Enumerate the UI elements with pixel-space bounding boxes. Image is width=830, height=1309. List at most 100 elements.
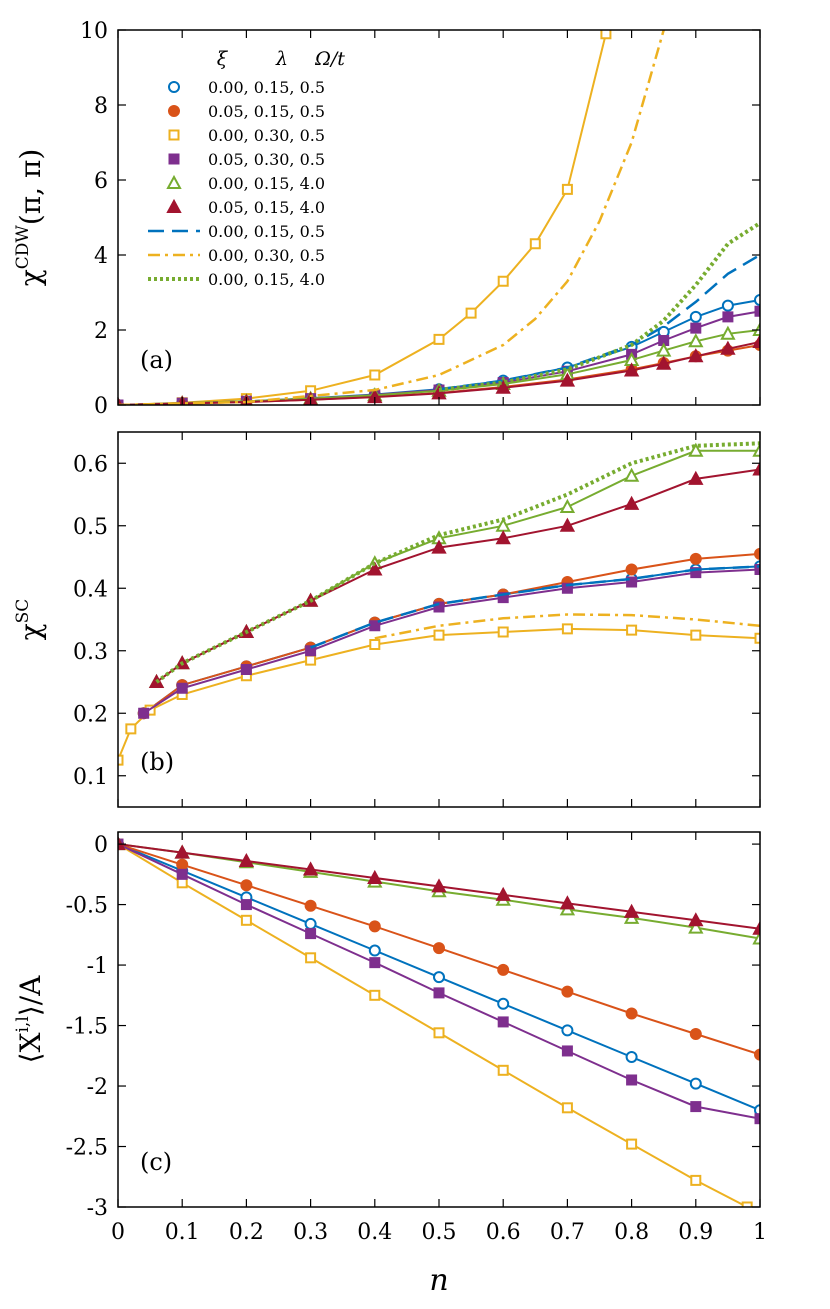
y-axis-label: χCDW(π, π) [13, 149, 47, 287]
legend-swatch [166, 198, 182, 213]
y-tick-label: -1.5 [66, 1015, 108, 1040]
data-point [125, 723, 137, 735]
data-point [495, 530, 511, 545]
data-point [497, 997, 510, 1010]
data-point [240, 879, 253, 892]
data-point [656, 342, 672, 357]
data-point [689, 552, 702, 565]
data-point [433, 333, 445, 345]
data-point [600, 30, 612, 40]
data-point [626, 624, 638, 636]
data-point [497, 963, 510, 976]
series-1-3 [138, 564, 760, 719]
data-point [431, 539, 447, 554]
data-point [625, 1007, 638, 1020]
data-point [176, 682, 188, 694]
data-point [689, 310, 702, 323]
data-point [497, 626, 509, 638]
data-point [623, 467, 640, 482]
series-line [310, 565, 760, 649]
series-line [155, 441, 760, 684]
legend-entry: 0.00, 0.30, 0.5 [208, 246, 325, 265]
data-point [433, 971, 445, 984]
legend-header: Ω/t [314, 48, 345, 70]
y-tick-label: 0.6 [73, 452, 108, 477]
y-tick-label: 0.4 [73, 577, 108, 602]
data-point [367, 869, 383, 884]
data-point [752, 333, 760, 348]
panel-label: (c) [140, 1148, 172, 1176]
data-point [754, 1113, 760, 1125]
data-point [626, 1138, 638, 1150]
panel-label: (a) [140, 346, 173, 374]
series-0-7 [118, 30, 665, 405]
data-point [752, 920, 760, 935]
data-point [754, 632, 760, 644]
y-tick-label: 0.5 [73, 515, 108, 540]
data-point [302, 861, 319, 876]
data-point [497, 592, 509, 604]
data-point [529, 238, 541, 250]
y-tick-label: 6 [94, 169, 108, 194]
data-point [433, 1027, 445, 1039]
data-point [656, 355, 672, 370]
x-tick-label: 0.5 [422, 1220, 457, 1245]
data-point [688, 912, 704, 927]
data-point [561, 582, 573, 594]
data-point [688, 919, 704, 934]
data-point [754, 305, 760, 317]
y-tick-label: -3 [87, 1196, 108, 1221]
data-point [433, 942, 445, 955]
series-0-6 [438, 253, 760, 391]
legend: ξ λ Ω/t 0.00, 0.15, 0.5 0.05, 0.15, 0.5 0.00,… [148, 48, 345, 289]
data-point [368, 920, 381, 933]
data-point [433, 987, 445, 999]
legend-swatch [168, 105, 180, 117]
x-tick-label: 0.7 [550, 1220, 585, 1245]
series-1-8 [155, 441, 760, 684]
panel-label: (b) [140, 748, 174, 776]
data-point [690, 1101, 702, 1113]
series-line [143, 565, 760, 715]
y-tick-label: 0.2 [73, 702, 108, 727]
data-point [754, 564, 760, 575]
data-point [754, 1104, 760, 1117]
data-point [754, 1048, 760, 1061]
data-point [176, 858, 189, 871]
legend-entry: 0.00, 0.15, 0.5 [208, 222, 325, 241]
data-point [625, 1051, 638, 1063]
x-tick-label: 0.6 [486, 1220, 521, 1245]
data-point [559, 372, 576, 387]
legend-entry: 0.05, 0.30, 0.5 [208, 150, 325, 169]
data-point [138, 707, 150, 719]
y-tick-label: 2 [94, 319, 108, 344]
x-tick-label: 0.3 [293, 1220, 328, 1245]
data-point [720, 325, 736, 340]
x-tick-label: 0.9 [678, 1220, 713, 1245]
data-point [305, 645, 317, 657]
legend-swatch [168, 129, 180, 141]
data-point [688, 348, 704, 363]
data-point [689, 1028, 702, 1041]
series-0-2 [118, 30, 612, 405]
data-point [754, 547, 760, 560]
legend-entry: 0.00, 0.15, 0.5 [208, 78, 325, 97]
y-tick-label: -2 [87, 1075, 108, 1100]
x-tick-label: 0.8 [614, 1220, 649, 1245]
series-line [143, 568, 760, 715]
series-1-6 [310, 565, 760, 649]
data-point [690, 1174, 702, 1186]
data-point [240, 914, 252, 926]
data-point [690, 322, 702, 334]
data-point [367, 561, 383, 576]
data-point [688, 442, 704, 457]
data-point [688, 470, 704, 485]
data-point [240, 664, 252, 675]
data-point [369, 639, 381, 650]
y-axis-label: χSC [13, 599, 47, 641]
y-tick-label: 0 [94, 833, 108, 858]
data-point [623, 903, 640, 918]
data-point [304, 899, 317, 912]
data-point [626, 1074, 638, 1086]
series-0-8 [438, 221, 760, 392]
